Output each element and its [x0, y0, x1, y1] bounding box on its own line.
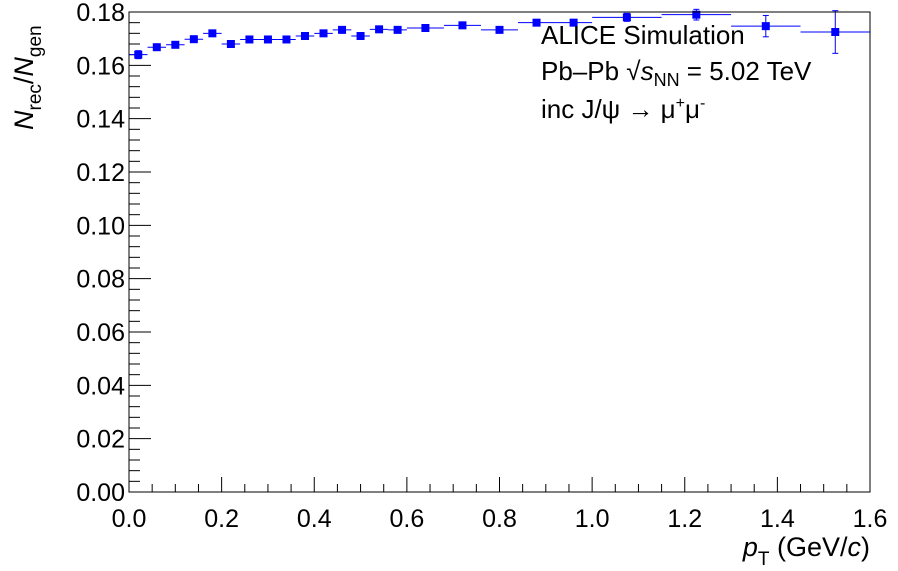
x-tick-label: 0.8 [482, 505, 517, 533]
x-tick-label: 1.2 [667, 505, 702, 533]
data-point [282, 35, 291, 44]
y-tick-label: 0.14 [76, 106, 125, 134]
data-point [375, 25, 384, 34]
data-point [458, 21, 467, 30]
data-point [421, 24, 430, 32]
x-tick-label: 1.4 [760, 505, 795, 533]
y-tick-label: 0.00 [76, 479, 125, 507]
data-point [319, 29, 328, 38]
x-tick-labels: 0.0 0.2 0.4 0.6 0.8 1.0 1.2 1.4 1.6 [112, 505, 888, 533]
annotation-alice-simulation: ALICE Simulation [541, 20, 745, 50]
y-tick-labels: 0.00 0.02 0.04 0.06 0.08 0.10 0.12 0.14 0.16 0.18 [76, 0, 125, 507]
x-tick-label: 0.2 [204, 505, 239, 533]
data-point [622, 13, 631, 22]
data-point [532, 18, 541, 27]
x-tick-label: 0.4 [297, 505, 332, 533]
x-axis-title: pT (GeV/c) [742, 532, 870, 570]
y-tick-label: 0.08 [76, 266, 125, 294]
annotation-collision-system: Pb–Pb √sNN = 5.02 TeV [541, 56, 812, 90]
data-point [208, 29, 217, 38]
data-point [338, 25, 347, 34]
annotation-decay-channel: inc J/ψ → μ+μ- [541, 94, 705, 124]
plot-frame [128, 11, 871, 493]
x-tick-label: 0.0 [112, 505, 147, 533]
data-series [129, 8, 870, 60]
x-tick-label: 1.6 [853, 505, 888, 533]
data-point [171, 40, 180, 49]
data-point [134, 50, 143, 59]
y-axis-title: Nrec/Ngen [9, 25, 46, 130]
y-tick-label: 0.12 [76, 159, 125, 187]
data-point [189, 35, 198, 44]
y-tick-label: 0.02 [76, 426, 125, 454]
data-point [495, 25, 504, 34]
data-point [356, 32, 365, 40]
data-point [569, 18, 578, 27]
data-point [761, 22, 770, 31]
data-point [152, 43, 161, 52]
data-point [393, 25, 402, 34]
data-point [263, 35, 272, 44]
data-point [831, 28, 840, 36]
data-point [226, 40, 235, 48]
data-point [300, 32, 309, 40]
y-tick-label: 0.16 [76, 52, 125, 80]
y-tick-label: 0.04 [76, 372, 125, 400]
x-tick-label: 0.6 [389, 505, 424, 533]
data-point [245, 35, 254, 44]
y-tick-label: 0.06 [76, 319, 125, 347]
data-point [692, 10, 701, 19]
y-tick-label: 0.18 [76, 0, 125, 27]
x-tick-label: 1.0 [575, 505, 610, 533]
y-tick-label: 0.10 [76, 212, 125, 240]
